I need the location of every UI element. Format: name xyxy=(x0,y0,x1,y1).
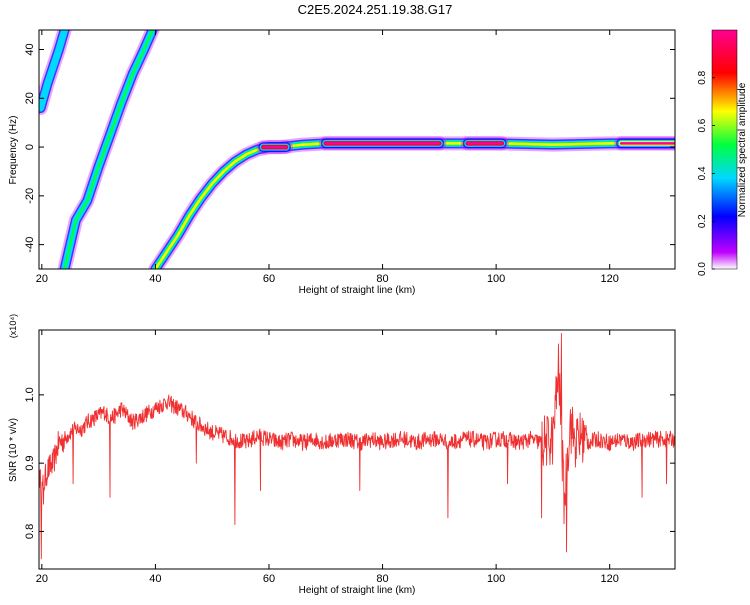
snr-y-tick-label-1: 1.0 xyxy=(24,387,36,402)
x-tick-label-80: 80 xyxy=(376,273,388,285)
snr-axes: 20 40 60 80 100 120 0.8 0.9 1.0 xyxy=(24,330,675,585)
x-tick-label-100: 100 xyxy=(487,273,505,285)
snr-x-tick-label-80: 80 xyxy=(376,573,388,585)
colorbar-tick-label-0.4: 0.4 xyxy=(697,166,708,180)
y-tick-label--20: -20 xyxy=(24,188,36,204)
colorbar-ticks: 0.0 0.2 0.4 0.6 0.8 xyxy=(697,70,715,276)
colorbar-tick-label-0: 0.0 xyxy=(697,262,708,276)
snr-series xyxy=(39,332,675,560)
y-tick-label--40: -40 xyxy=(24,237,36,253)
snr-x-tick-label-20: 20 xyxy=(36,573,48,585)
snr-x-tick-label-40: 40 xyxy=(149,573,161,585)
colorbar-gradient xyxy=(711,29,738,270)
chart-title: C2E5.2024.251.19.38.G17 xyxy=(297,2,453,17)
spectrogram-frame xyxy=(38,29,676,270)
y-tick-label-40: 40 xyxy=(24,43,36,55)
snr-y-tick-label-0.9: 0.9 xyxy=(24,456,36,471)
snr-line xyxy=(39,332,675,560)
snr-panel: 20 40 60 80 100 120 0.8 0.9 1.0 Height of straig… xyxy=(8,314,676,596)
snr-frame xyxy=(38,329,676,570)
x-tick-label-40: 40 xyxy=(149,273,161,285)
y-tick-label-20: 20 xyxy=(24,92,36,104)
spectrogram-axes: 20 40 60 80 100 120 -40 -20 0 20 40 xyxy=(24,30,675,285)
snr-multiplier-label: (x10⁴) xyxy=(8,314,18,338)
spectrogram-panel: 20 40 60 80 100 120 -40 -20 0 20 40 Height of stra… xyxy=(8,29,676,296)
spectrogram-tracks xyxy=(39,30,675,269)
x-tick-label-20: 20 xyxy=(36,273,48,285)
y-tick-label-0: 0 xyxy=(24,144,36,150)
spectral-track-1-layer-4 xyxy=(63,30,154,269)
spectrogram-x-axis-label: Height of straight line (km) xyxy=(299,285,416,296)
snr-x-tick-label-120: 120 xyxy=(601,573,619,585)
colorbar: 0.0 0.2 0.4 0.6 0.8 Normalized spectral ampl… xyxy=(697,29,748,276)
colorbar-label: Normalized spectral amplitude xyxy=(737,82,748,217)
colorbar-tick-label-0.6: 0.6 xyxy=(697,118,708,132)
snr-x-tick-label-100: 100 xyxy=(487,573,505,585)
snr-y-tick-label-0.8: 0.8 xyxy=(24,524,36,539)
x-tick-label-60: 60 xyxy=(263,273,275,285)
colorbar-tick-label-0.2: 0.2 xyxy=(697,214,708,228)
spectral-track-0-layer-4 xyxy=(39,30,66,110)
colorbar-tick-label-0.8: 0.8 xyxy=(697,70,708,84)
spectrogram-y-axis-label: Frequency (Hz) xyxy=(8,116,19,185)
x-tick-label-120: 120 xyxy=(601,273,619,285)
snr-y-axis-label: SNR (10 * v/v) xyxy=(8,418,19,482)
snr-x-axis-label: Height of straight line (km) xyxy=(299,585,416,596)
snr-x-tick-label-60: 60 xyxy=(263,573,275,585)
